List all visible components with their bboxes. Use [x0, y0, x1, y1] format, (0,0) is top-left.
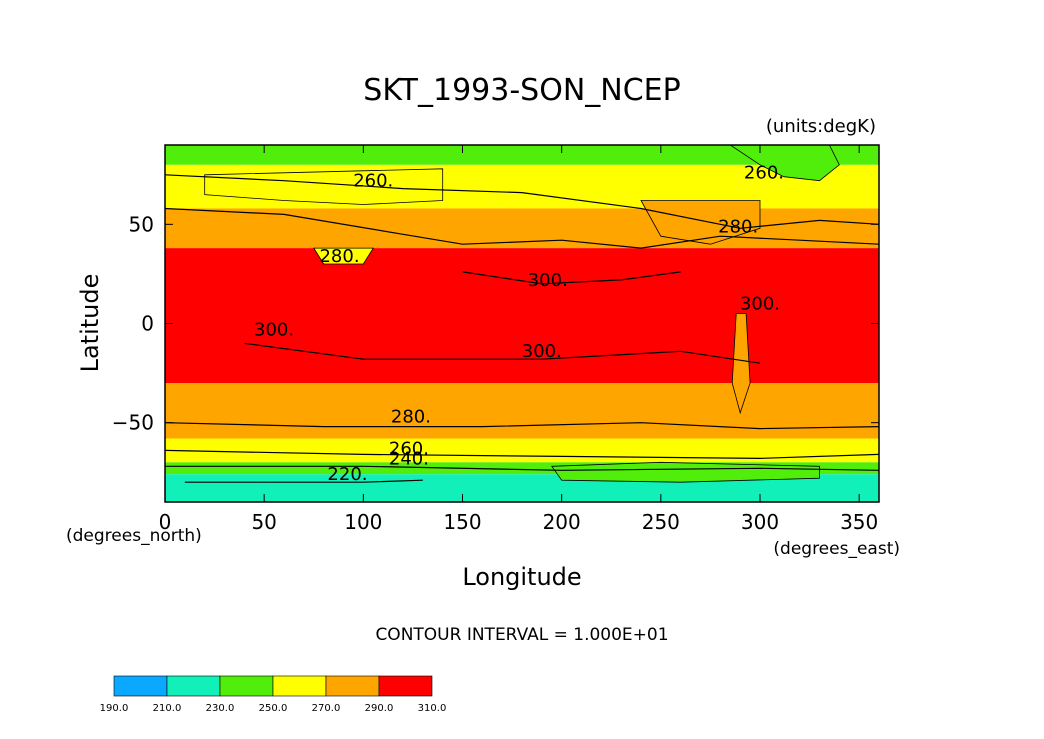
colorbar-swatch-1: [166, 675, 221, 697]
contour-label-1: 280.: [319, 246, 359, 267]
colorbar-level-0: 190.0: [100, 703, 129, 714]
temperature-zones: [165, 145, 879, 502]
antarctic-cold-region: [551, 461, 820, 483]
contour-label-6: 280.: [718, 216, 758, 237]
colorbar-swatch-2: [219, 675, 274, 697]
contour-label-3: 300.: [528, 270, 568, 291]
eurasia-cold-region: [204, 168, 444, 205]
colorbar-level-3: 250.0: [259, 703, 288, 714]
isotherm-300-north: [462, 271, 681, 285]
y-tick-label-2: −50: [112, 411, 154, 435]
zone-band-0: [165, 145, 879, 165]
colorbar-swatch-0: [113, 675, 168, 697]
isotherm-220-south: [184, 479, 423, 483]
isotherm-280-north: [165, 207, 879, 249]
isotherm-260-north: [165, 174, 879, 229]
x-axis-label: Longitude: [462, 563, 581, 591]
y-axis-ticks: 50 0 −50: [112, 212, 879, 435]
colorbar-swatch-5: [378, 675, 433, 697]
isotherm-260-south: [165, 449, 879, 460]
contour-label-7: 260.: [744, 163, 784, 184]
tibet-cold-region: [313, 247, 375, 265]
map-features: [165, 145, 879, 483]
colorbar-level-6: 310.0: [418, 703, 447, 714]
x-tick-label-0: 0: [159, 510, 172, 534]
contour-label-0: 260.: [353, 171, 393, 192]
y-axis-label: Latitude: [76, 274, 104, 373]
zone-band-6: [165, 462, 879, 475]
x-units-label: (degrees_east): [773, 539, 900, 559]
y-units-label: (degrees_north): [66, 526, 202, 546]
x-tick-label-6: 300: [741, 510, 779, 534]
contour-label-4: 300.: [522, 341, 562, 362]
chart-title: SKT_1993-SON_NCEP: [363, 73, 680, 108]
colorbar-level-5: 290.0: [365, 703, 394, 714]
x-tick-label-5: 250: [642, 510, 680, 534]
x-tick-label-1: 50: [251, 510, 276, 534]
contour-label-9: 260.: [389, 438, 429, 459]
isotherm-300-south: [244, 342, 761, 364]
north-america-cool-region: [640, 200, 761, 245]
contour-label-2: 300.: [254, 319, 294, 340]
zone-band-3: [165, 248, 879, 383]
contour-label-5: 300.: [740, 294, 780, 315]
isotherm-240-south: [165, 465, 879, 471]
y-tick-label-0: 50: [129, 212, 154, 236]
units-label: (units:degK): [766, 116, 876, 137]
x-tick-label-7: 350: [840, 510, 878, 534]
x-axis-ticks: 0 50 100 150 200 250 300 350: [159, 145, 878, 534]
x-tick-label-2: 100: [344, 510, 382, 534]
x-tick-label-4: 200: [543, 510, 581, 534]
isotherm-280-south: [165, 422, 879, 430]
colorbar-level-2: 230.0: [206, 703, 235, 714]
contour-interval-text: CONTOUR INTERVAL = 1.000E+01: [375, 625, 668, 645]
x-tick-label-3: 150: [443, 510, 481, 534]
colorbar-level-4: 270.0: [312, 703, 341, 714]
colorbar-swatch-3: [272, 675, 327, 697]
colorbar-swatch-4: [325, 675, 380, 697]
colorbar: 190.0 210.0 230.0 250.0 270.0 290.0 310.0: [100, 675, 447, 714]
y-tick-label-1: 0: [141, 312, 154, 336]
contour-label-8: 280.: [391, 407, 431, 428]
zone-band-4: [165, 383, 879, 439]
greenland-cold-region: [729, 145, 840, 182]
zone-band-5: [165, 438, 879, 463]
contour-label-11: 220.: [327, 464, 367, 485]
colorbar-level-1: 210.0: [153, 703, 182, 714]
contour-label-10: 240.: [389, 448, 429, 469]
contour-labels: 260. 280. 300. 300. 300. 300. 280. 260. 280. 260.…: [254, 163, 784, 485]
andes-cool-strip: [731, 313, 751, 415]
